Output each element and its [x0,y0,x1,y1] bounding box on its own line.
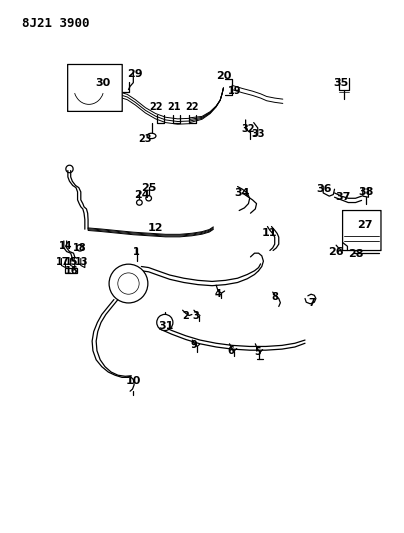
Text: 22: 22 [185,102,199,111]
Text: 33: 33 [251,130,265,139]
Text: 4: 4 [215,289,221,299]
Text: 14: 14 [59,241,72,251]
Text: 8: 8 [271,293,278,302]
Text: 38: 38 [358,187,374,197]
Text: 22: 22 [149,102,162,111]
Text: 1: 1 [133,247,140,256]
Ellipse shape [147,133,156,139]
Text: 30: 30 [95,78,111,87]
Text: 7: 7 [309,298,315,308]
Text: 23: 23 [139,134,152,143]
Text: 12: 12 [148,223,163,233]
FancyBboxPatch shape [343,211,381,251]
Text: 35: 35 [334,78,349,87]
Text: 6: 6 [228,346,234,356]
Text: 8J21 3900: 8J21 3900 [22,17,90,30]
Text: 24: 24 [135,190,150,199]
Text: 19: 19 [227,86,241,95]
Text: 31: 31 [158,321,173,331]
Text: 28: 28 [349,249,364,259]
Text: 15: 15 [65,257,79,267]
Circle shape [118,273,139,294]
Text: 26: 26 [328,247,344,256]
Circle shape [109,264,148,303]
Ellipse shape [137,200,142,205]
Text: 16: 16 [65,266,79,276]
Text: 20: 20 [217,71,232,80]
Text: 37: 37 [336,192,351,202]
Ellipse shape [146,196,152,201]
Text: 17: 17 [56,257,69,267]
Text: 29: 29 [128,69,143,78]
Text: 18: 18 [73,243,87,253]
Text: 5: 5 [255,347,261,357]
Text: 36: 36 [316,184,332,194]
Text: 3: 3 [192,311,199,320]
Text: 32: 32 [242,124,255,134]
Text: 10: 10 [126,376,141,386]
Text: 11: 11 [262,229,278,238]
Text: 34: 34 [234,188,249,198]
Text: 13: 13 [75,257,88,267]
Text: 27: 27 [357,220,372,230]
FancyBboxPatch shape [67,64,122,111]
Text: 21: 21 [167,102,181,111]
Text: 9: 9 [191,341,197,350]
Text: 25: 25 [141,183,156,192]
Text: 2: 2 [183,311,189,320]
Bar [65,268,77,273]
Circle shape [157,314,173,330]
